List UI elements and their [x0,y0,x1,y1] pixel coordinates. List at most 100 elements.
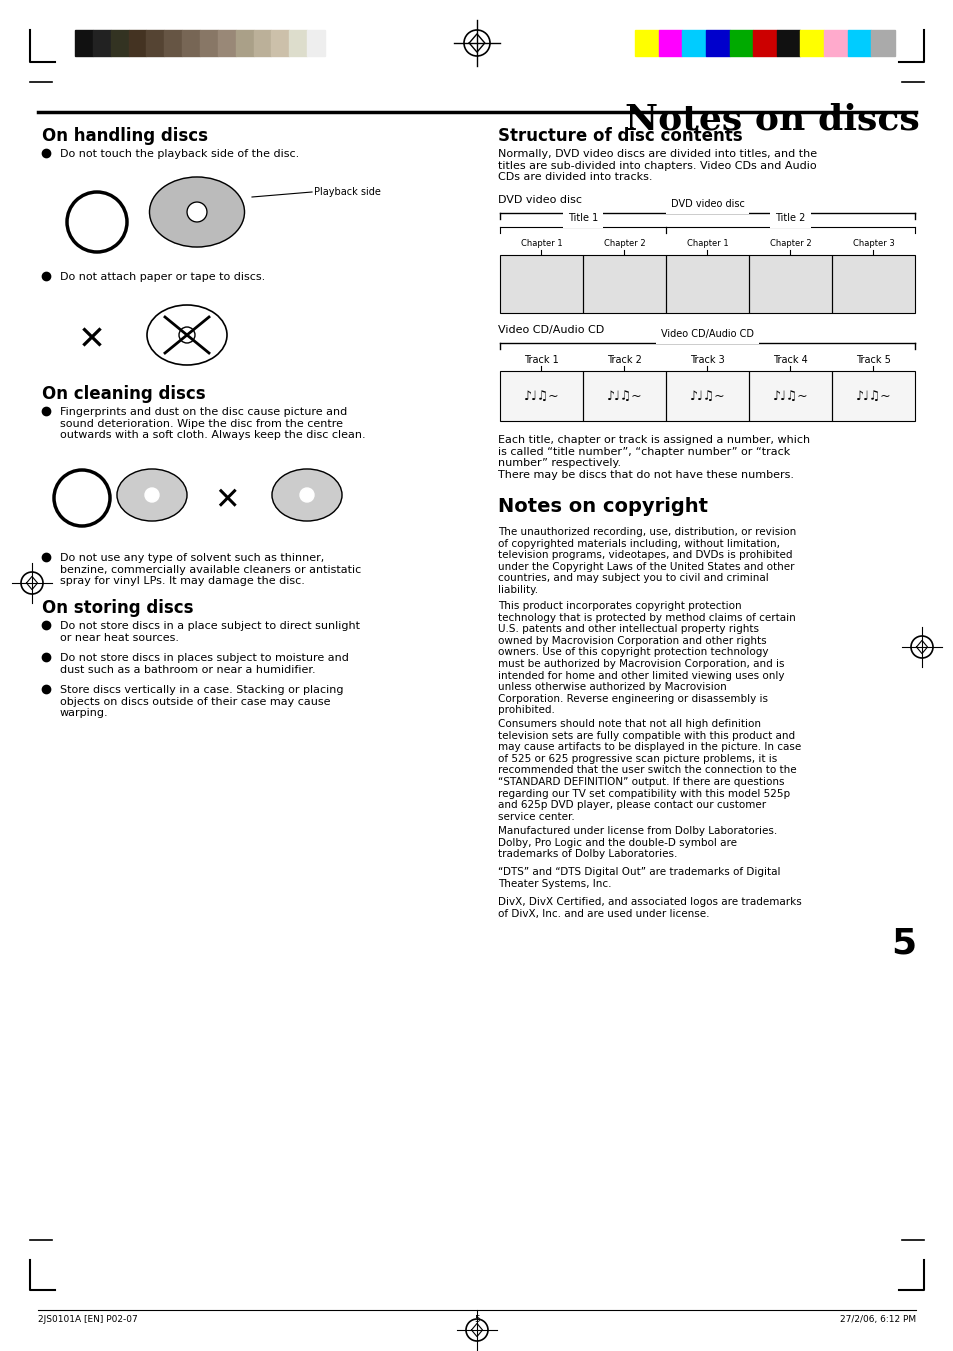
Bar [583,255,664,312]
Text: Chapter 2: Chapter 2 [603,239,644,249]
Bar [500,255,581,312]
Text: Chapter 1: Chapter 1 [520,239,561,249]
Text: Structure of disc contents: Structure of disc contents [497,127,741,145]
Bar [749,255,830,312]
Text: Video CD/Audio CD: Video CD/Audio CD [660,330,753,339]
Bar [499,372,582,422]
Bar [253,30,272,55]
Circle shape [187,203,207,222]
Text: Do not store discs in places subject to moisture and
dust such as a bathroom or : Do not store discs in places subject to … [60,653,349,674]
Text: DVD video disc: DVD video disc [670,199,743,209]
Bar [752,30,776,55]
Text: ✕: ✕ [78,323,106,357]
Bar [776,30,800,55]
Text: Manufactured under license from Dolby Laboratories.
Dolby, Pro Logic and the dou: Manufactured under license from Dolby La… [497,825,777,859]
Bar [164,30,182,55]
Text: On storing discs: On storing discs [42,598,193,617]
Text: “DTS” and “DTS Digital Out” are trademarks of Digital
Theater Systems, Inc.: “DTS” and “DTS Digital Out” are trademar… [497,867,780,889]
Bar [832,255,913,312]
Bar [182,30,200,55]
Text: Chapter 3: Chapter 3 [852,239,893,249]
Text: DVD video disc: DVD video disc [497,195,581,205]
Bar [748,255,831,313]
Text: ✕: ✕ [214,486,239,516]
Text: ♪♩♫~: ♪♩♫~ [772,389,807,403]
Bar [235,30,253,55]
Bar [289,30,307,55]
Text: Track 1: Track 1 [523,355,558,365]
Bar [666,255,747,312]
Text: Playback side: Playback side [314,186,380,197]
Ellipse shape [117,469,187,521]
Text: Title 1: Title 1 [567,213,598,223]
Bar [749,372,830,420]
Text: ♪♩♫~: ♪♩♫~ [606,389,641,403]
Bar [666,372,747,420]
Text: 5: 5 [890,927,915,961]
Bar [111,30,129,55]
Bar [870,30,894,55]
Text: Do not touch the playback side of the disc.: Do not touch the playback side of the di… [60,149,299,159]
Text: DivX, DivX Certified, and associated logos are trademarks
of DivX, Inc. and are : DivX, DivX Certified, and associated log… [497,897,801,919]
Bar [582,372,665,422]
Text: Track 4: Track 4 [772,355,807,365]
Text: 2JS0101A [EN] P02-07: 2JS0101A [EN] P02-07 [38,1315,137,1324]
Bar [635,30,658,55]
Text: Do not use any type of solvent such as thinner,
benzine, commercially available : Do not use any type of solvent such as t… [60,553,361,586]
Text: Store discs vertically in a case. Stacking or placing
objects on discs outside o: Store discs vertically in a case. Stacki… [60,685,343,719]
Bar [200,30,217,55]
Bar [583,372,664,420]
Text: Video CD/Audio CD: Video CD/Audio CD [497,326,603,335]
Bar [75,30,92,55]
Bar [665,372,748,422]
Text: ♪♩♫~: ♪♩♫~ [689,389,724,403]
Text: Fingerprints and dust on the disc cause picture and
sound deterioration. Wipe th: Fingerprints and dust on the disc cause … [60,407,365,440]
Text: The unauthorized recording, use, distribution, or revision
of copyrighted materi: The unauthorized recording, use, distrib… [497,527,796,594]
Bar [705,30,729,55]
Bar [658,30,681,55]
Ellipse shape [272,469,341,521]
Text: Do not attach paper or tape to discs.: Do not attach paper or tape to discs. [60,272,265,282]
Bar [729,30,752,55]
Bar [847,30,870,55]
Bar [665,255,748,313]
Text: Notes on copyright: Notes on copyright [497,497,707,516]
Bar [146,30,164,55]
Bar [499,255,582,313]
Text: Chapter 1: Chapter 1 [686,239,727,249]
Text: Do not store discs in a place subject to direct sunlight
or near heat sources.: Do not store discs in a place subject to… [60,621,359,643]
Text: ♪♩♫~: ♪♩♫~ [855,389,890,403]
Circle shape [299,488,314,503]
Bar [831,372,914,422]
Bar [92,30,111,55]
Bar [500,372,581,420]
Text: Each title, chapter or track is assigned a number, which
is called “title number: Each title, chapter or track is assigned… [497,435,809,480]
Text: This product incorporates copyright protection
technology that is protected by m: This product incorporates copyright prot… [497,601,795,716]
Bar [272,30,289,55]
Bar [582,255,665,313]
Text: Track 3: Track 3 [689,355,724,365]
Bar [748,372,831,422]
Text: Title 2: Title 2 [775,213,805,223]
Text: On cleaning discs: On cleaning discs [42,385,206,403]
Circle shape [179,327,194,343]
Bar [217,30,235,55]
Text: Track 2: Track 2 [606,355,641,365]
Circle shape [145,488,159,503]
Text: 27/2/06, 6:12 PM: 27/2/06, 6:12 PM [839,1315,915,1324]
Bar [129,30,146,55]
Text: Consumers should note that not all high definition
television sets are fully com: Consumers should note that not all high … [497,719,801,821]
Ellipse shape [150,177,244,247]
Bar [800,30,823,55]
Text: On handling discs: On handling discs [42,127,208,145]
Ellipse shape [147,305,227,365]
Text: Notes on discs: Notes on discs [624,103,919,136]
Text: 5: 5 [474,1315,479,1324]
Text: ♪♩♫~: ♪♩♫~ [523,389,558,403]
Bar [681,30,705,55]
Bar [831,255,914,313]
Bar [832,372,913,420]
Text: Track 5: Track 5 [855,355,890,365]
Text: Chapter 2: Chapter 2 [769,239,810,249]
Text: Normally, DVD video discs are divided into titles, and the
titles are sub-divide: Normally, DVD video discs are divided in… [497,149,817,182]
